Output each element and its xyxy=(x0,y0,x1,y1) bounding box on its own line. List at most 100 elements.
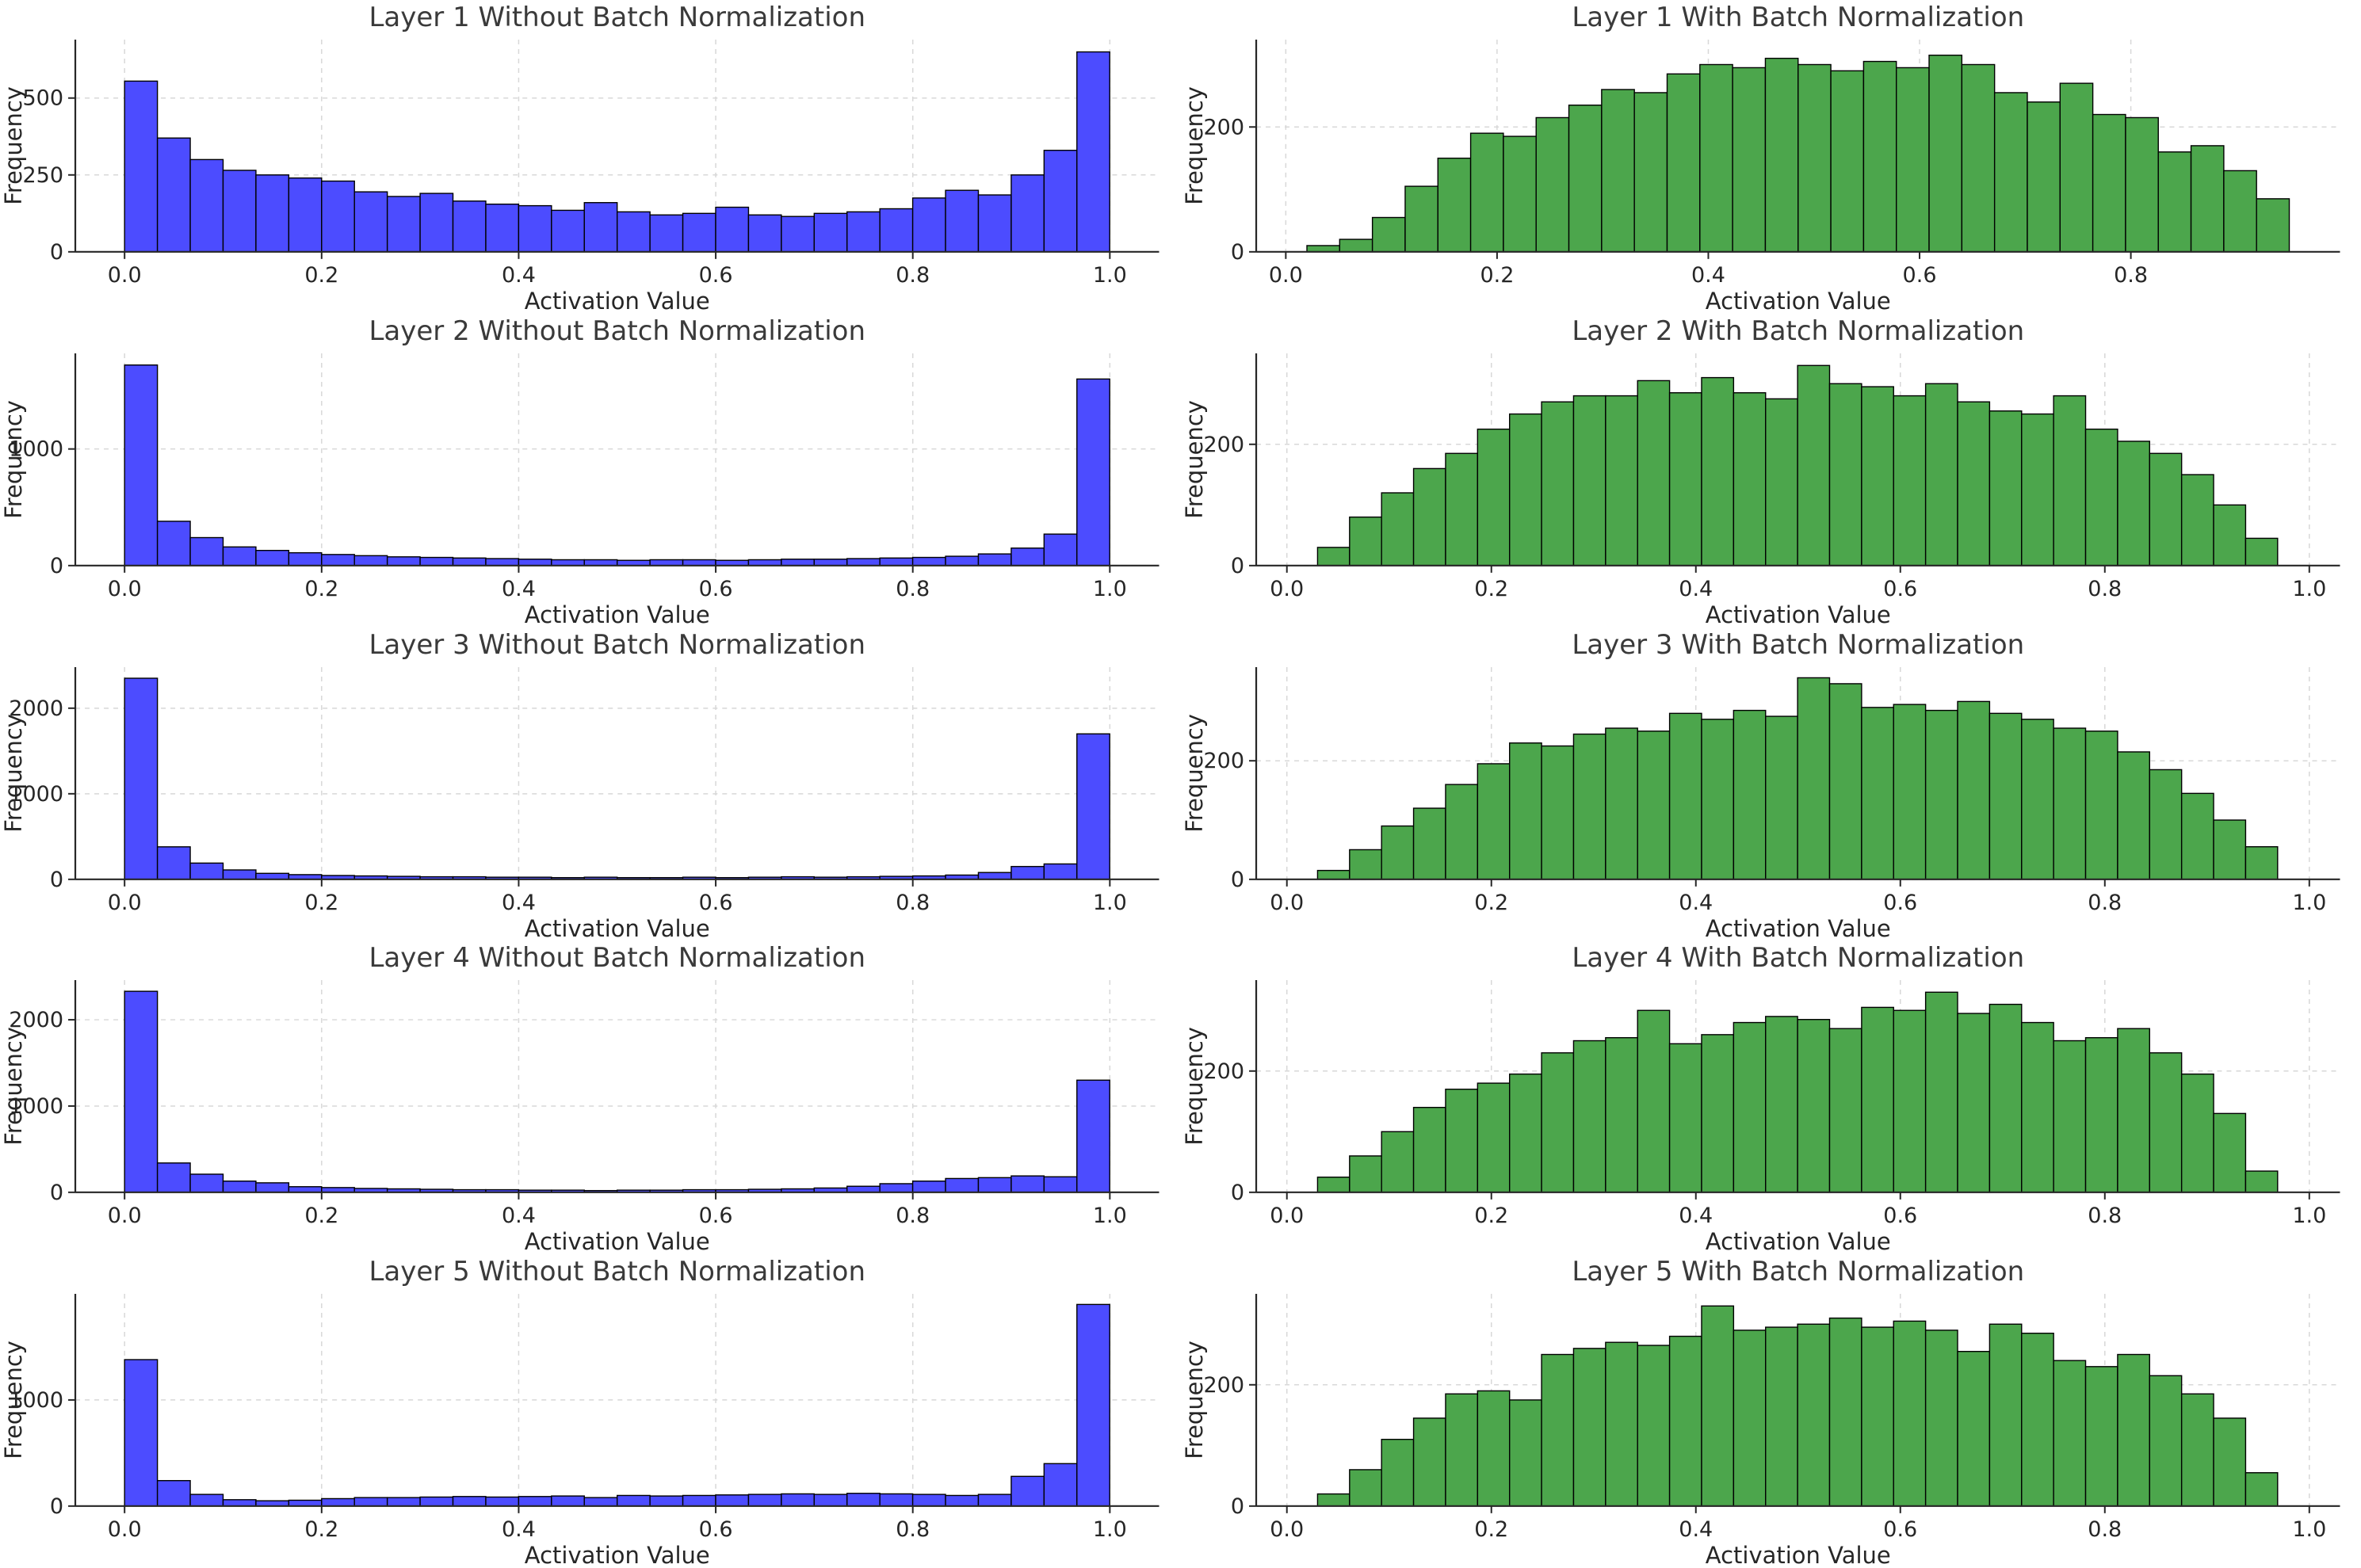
histogram-bar xyxy=(911,197,946,253)
histogram-bar xyxy=(485,1496,520,1507)
histogram-bar xyxy=(1764,1326,1798,1507)
histogram-bar xyxy=(1043,1463,1078,1507)
histogram-bar xyxy=(2020,1022,2054,1193)
x-tick-label: 1.0 xyxy=(2292,1204,2326,1228)
x-tick-label: 0.2 xyxy=(304,263,338,288)
x-tick-label: 0.8 xyxy=(896,1517,930,1542)
histogram-bar xyxy=(2116,441,2150,567)
histogram-bar xyxy=(1380,1131,1414,1193)
y-axis-label: Frequency xyxy=(0,1027,27,1146)
histogram-bar xyxy=(452,200,487,253)
x-tick-label: 0.6 xyxy=(699,1204,733,1228)
histogram-bar xyxy=(1572,733,1606,880)
x-axis-label: Activation Value xyxy=(525,914,710,940)
x-axis-label: Activation Value xyxy=(525,1542,710,1568)
histogram-bar xyxy=(1862,60,1897,253)
histogram-bar xyxy=(1828,1318,1862,1507)
histogram-bar xyxy=(353,555,388,567)
histogram-bar xyxy=(1508,1074,1542,1193)
histogram-bar xyxy=(1380,825,1414,880)
histogram-bar xyxy=(1540,1052,1574,1193)
histogram-bar xyxy=(1076,378,1110,567)
histogram-bar xyxy=(1733,1022,1766,1193)
x-axis-label: Activation Value xyxy=(1705,288,1890,314)
histogram-bar xyxy=(2026,101,2061,253)
x-tick-label: 0.6 xyxy=(1883,577,1917,601)
histogram-bar xyxy=(1828,1028,1862,1193)
y-tick-label: 2000 xyxy=(9,1008,63,1032)
histogram-bar xyxy=(1961,63,1995,253)
histogram-bar xyxy=(1924,991,1958,1193)
histogram-bar xyxy=(1668,391,1702,567)
histogram-bar xyxy=(1010,1475,1045,1507)
histogram-bar xyxy=(2020,413,2054,567)
histogram-bar xyxy=(911,1494,946,1507)
histogram-bar xyxy=(649,559,684,567)
histogram-bar xyxy=(945,189,980,253)
x-tick-label: 0.0 xyxy=(108,1204,142,1228)
x-tick-label: 0.6 xyxy=(699,577,733,601)
histogram-bar xyxy=(813,1494,848,1507)
histogram-bar xyxy=(1956,1013,1990,1193)
histogram-bar xyxy=(518,558,552,567)
histogram-bar xyxy=(1993,92,2028,253)
histogram-bar xyxy=(1764,1016,1798,1193)
histogram-bar xyxy=(1010,1175,1045,1193)
histogram-bar xyxy=(1444,452,1478,567)
histogram-bar xyxy=(747,1494,782,1507)
histogram-bar xyxy=(518,204,552,253)
histogram-bar xyxy=(1444,1089,1478,1193)
histogram-bar xyxy=(1797,63,1832,253)
histogram-bar xyxy=(1316,546,1351,567)
histogram-bar xyxy=(386,555,421,567)
x-tick-label: 0.6 xyxy=(699,263,733,288)
histogram-bar xyxy=(518,1496,552,1507)
histogram-bar xyxy=(124,80,159,253)
histogram-bar xyxy=(1412,467,1446,567)
x-tick-label: 0.4 xyxy=(1679,1204,1713,1228)
histogram-plot: 0.0 0.2 0.4 0.6 0.8 1.0 0 1000 2000 Activation Va… xyxy=(0,629,1159,940)
histogram-bar xyxy=(1444,784,1478,880)
histogram-bar xyxy=(846,558,881,567)
histogram-bar xyxy=(321,553,355,567)
histogram-bar xyxy=(1412,807,1446,880)
y-tick-label: 200 xyxy=(1203,1059,1244,1084)
histogram-bar xyxy=(1348,1469,1382,1507)
histogram-bar xyxy=(1604,1037,1638,1193)
histogram-bar xyxy=(1796,364,1830,567)
x-tick-label: 0.8 xyxy=(2088,1204,2122,1228)
histogram-bar xyxy=(846,211,881,253)
x-tick-label: 0.0 xyxy=(108,1517,142,1542)
histogram-bar xyxy=(1316,1494,1351,1507)
x-axis-label: Activation Value xyxy=(525,601,710,628)
x-tick-label: 0.0 xyxy=(108,890,142,914)
histogram-bar xyxy=(649,214,684,253)
histogram-bar xyxy=(2116,1353,2150,1507)
histogram-bar xyxy=(485,203,520,253)
x-tick-label: 1.0 xyxy=(2292,890,2326,914)
histogram-bar xyxy=(2157,151,2191,253)
y-axis-label: Frequency xyxy=(1181,400,1208,519)
histogram-bar xyxy=(1989,1004,2022,1193)
histogram-bar xyxy=(1316,1177,1351,1193)
x-tick-label: 0.8 xyxy=(896,890,930,914)
x-tick-label: 0.0 xyxy=(1268,263,1302,288)
histogram-bar xyxy=(2116,1028,2150,1193)
y-tick-label: 200 xyxy=(1203,433,1244,457)
histogram-bar xyxy=(551,1495,585,1507)
y-axis-label: Frequency xyxy=(0,714,27,833)
y-tick-label: 200 xyxy=(1203,1373,1244,1398)
histogram-bar xyxy=(2149,1052,2182,1193)
chart-title: Layer 5 With Batch Normalization xyxy=(1572,1256,2024,1288)
histogram-bar xyxy=(1796,1323,1830,1507)
histogram-bar xyxy=(846,1493,881,1507)
histogram-bar xyxy=(1348,1155,1382,1193)
x-tick-label: 0.6 xyxy=(1883,1517,1917,1542)
x-tick-label: 0.4 xyxy=(502,1517,536,1542)
histogram-bar xyxy=(156,1480,191,1507)
x-tick-label: 0.6 xyxy=(1883,1204,1917,1228)
histogram-bar xyxy=(222,1499,257,1507)
histogram-bar xyxy=(2149,769,2182,880)
x-tick-label: 0.0 xyxy=(1270,1517,1304,1542)
x-tick-label: 0.8 xyxy=(2088,1517,2122,1542)
